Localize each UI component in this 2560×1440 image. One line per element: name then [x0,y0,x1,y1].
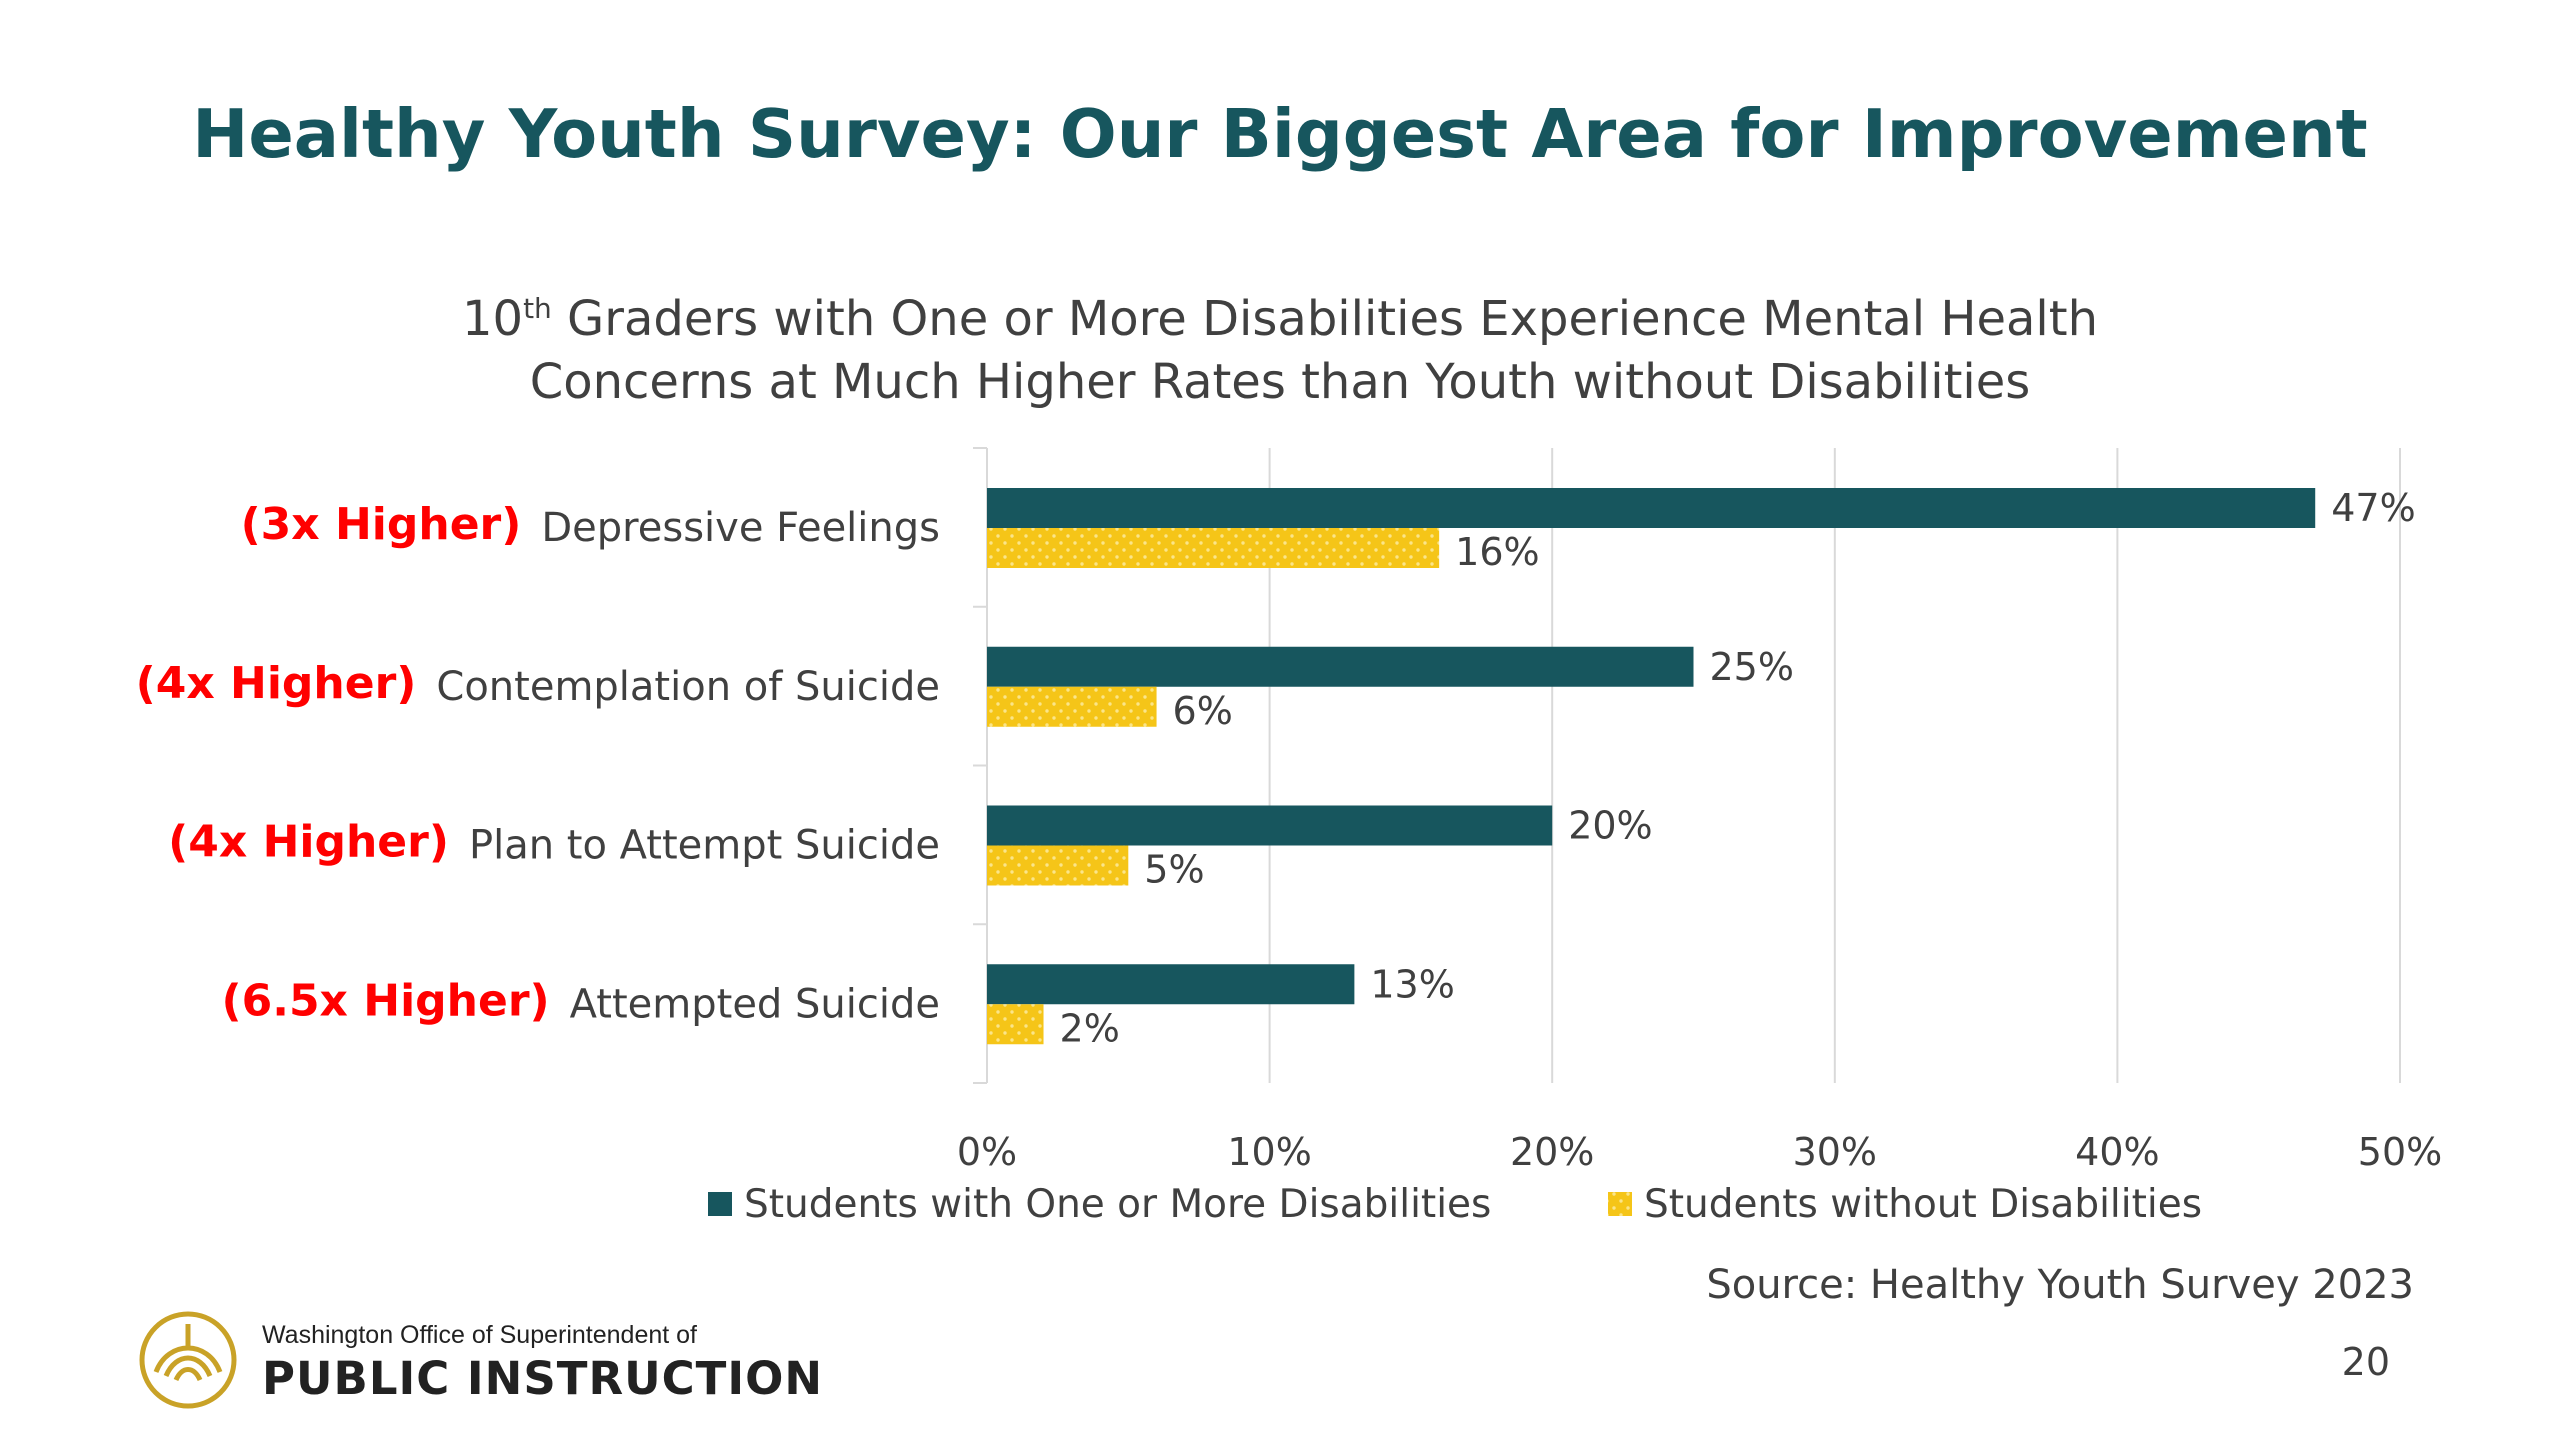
page-number: 20 [2341,1340,2390,1384]
x-tick-label: 50% [2358,1130,2442,1174]
category-annotation: (6.5x Higher) [222,975,550,1026]
ospi-logo [139,1311,237,1409]
x-tick-label: 0% [957,1130,1017,1174]
data-label-without-disabilities: 2% [1060,1006,1120,1050]
category-annotation: (4x Higher) [136,658,417,709]
bar-without-disabilities [987,845,1129,886]
bar-with-disabilities [987,805,1553,846]
legend-label-without-disabilities: Students without Disabilities [1644,1182,2202,1227]
chart-title: 10th Graders with One or More Disabiliti… [330,277,2230,414]
category-label: Attempted Suicide [570,981,940,1027]
data-label-with-disabilities: 13% [1370,962,1454,1006]
chart-title-line1: Graders with One or More Disabilities Ex… [551,291,2098,347]
bar-without-disabilities [987,528,1440,568]
bar-with-disabilities [987,964,1355,1005]
bar-with-disabilities [987,646,1694,687]
category-label: Depressive Feelings [541,505,940,551]
org-name-line1: Washington Office of Superintendent of [262,1321,697,1349]
data-label-without-disabilities: 16% [1455,530,1539,574]
data-label-with-disabilities: 47% [2331,486,2415,530]
x-tick-label: 40% [2075,1130,2159,1174]
legend-label-with-disabilities: Students with One or More Disabilities [744,1182,1491,1227]
data-label-without-disabilities: 6% [1173,689,1233,733]
x-tick-label: 20% [1510,1130,1594,1174]
source-note: Source: Healthy Youth Survey 2023 [1706,1262,2414,1308]
bar-without-disabilities [987,686,1157,727]
data-label-with-disabilities: 20% [1568,804,1652,848]
legend-swatch-without-disabilities [1608,1192,1632,1216]
chart-title-line2: Concerns at Much Higher Rates than Youth… [529,354,2031,410]
bar-without-disabilities [987,1004,1044,1045]
bar-with-disabilities [987,488,2316,528]
category-annotation: (3x Higher) [241,499,522,550]
slide-title: Healthy Youth Survey: Our Biggest Area f… [192,95,2368,173]
chart-title-superscript: th [523,292,552,325]
category-label: Contemplation of Suicide [436,664,940,710]
data-label-without-disabilities: 5% [1144,848,1204,892]
x-tick-label: 30% [1793,1130,1877,1174]
category-label: Plan to Attempt Suicide [469,823,940,869]
x-tick-label: 10% [1227,1130,1311,1174]
legend-swatch-with-disabilities [708,1192,732,1216]
org-name-line2: PUBLIC INSTRUCTION [262,1352,824,1405]
category-annotation: (4x Higher) [168,817,449,868]
chart-title-number: 10 [461,291,524,347]
data-label-with-disabilities: 25% [1710,645,1794,689]
